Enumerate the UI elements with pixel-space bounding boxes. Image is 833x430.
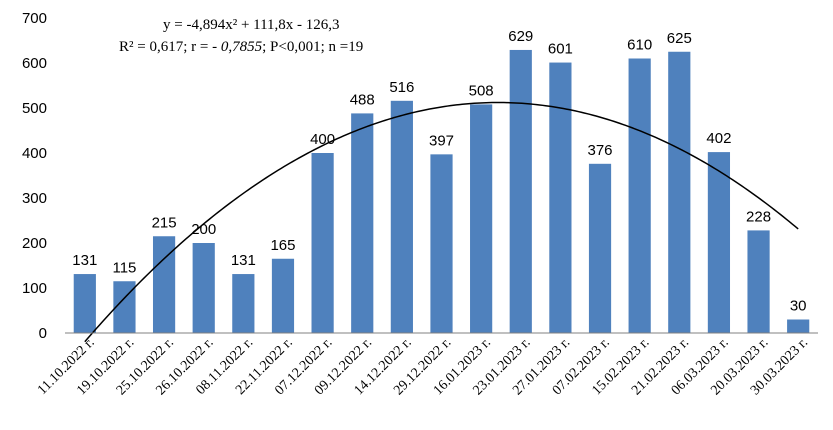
bar-25-10-2022 (152, 236, 176, 333)
bar-27-01-2023 (549, 62, 572, 334)
bar-14-12-2022 (390, 100, 413, 333)
data-label-9: 397 (429, 132, 454, 149)
bar-16-01-2023 (470, 104, 493, 334)
bars (73, 49, 810, 334)
data-label-11: 629 (508, 28, 533, 45)
data-label-12: 601 (548, 41, 573, 58)
x-axis-ticks: 11.10.2022 г.19.10.2022 г.25.10.2022 г.2… (35, 335, 811, 398)
data-label-2: 215 (152, 214, 177, 231)
bar-21-02-2023 (668, 51, 691, 333)
equation-part-2: ; P<0,001; n =19 (262, 39, 363, 55)
data-label-13: 376 (588, 142, 613, 159)
y-axis: 0 100 200 300 400 500 600 700 (22, 10, 47, 342)
equation-r-value: 0,7855 (221, 39, 263, 55)
data-label-18: 30 (790, 298, 807, 315)
data-label-0: 131 (72, 252, 97, 269)
equation-annotation: y = -4,894x² + 111,8x - 126,3 R² = 0,617… (119, 17, 363, 55)
data-label-16: 402 (706, 130, 731, 147)
y-tick-label-0: 0 (39, 325, 47, 342)
bar-19-10-2022 (113, 281, 136, 333)
bar-26-10-2022 (192, 243, 215, 333)
data-label-6: 400 (310, 131, 335, 148)
bar-07-12-2022 (311, 153, 334, 333)
data-label-7: 488 (350, 91, 375, 108)
equation-line-1: y = -4,894x² + 111,8x - 126,3 (163, 17, 340, 33)
bar-20-03-2023 (747, 230, 770, 333)
trend-line (84, 101, 799, 343)
bar-29-12-2022 (430, 154, 453, 333)
data-label-5: 165 (270, 237, 295, 254)
data-label-10: 508 (469, 82, 494, 99)
y-tick-label-2: 200 (22, 235, 47, 252)
data-label-15: 625 (667, 30, 692, 47)
bar-08-11-2022 (232, 274, 255, 333)
equation-line-2: R² = 0,617; r = - 0,7855; P<0,001; n =19 (119, 39, 363, 55)
bar-11-10-2022 (73, 274, 96, 333)
data-label-8: 516 (389, 79, 414, 96)
data-labels: 131 115 215 200 131 165 400 488 516 397 508 629 601 3… (72, 28, 806, 315)
bar-09-12-2022 (351, 113, 374, 334)
y-tick-label-5: 500 (22, 100, 47, 117)
data-label-3: 200 (191, 221, 216, 238)
bar-15-02-2023 (628, 58, 651, 333)
y-tick-label-1: 100 (22, 280, 47, 297)
bar-22-11-2022 (271, 258, 295, 333)
equation-part-1: R² = 0,617; r = - (119, 39, 221, 55)
bar-30-03-2023 (787, 319, 810, 333)
data-label-1: 115 (112, 259, 136, 276)
y-tick-label-7: 700 (22, 10, 47, 27)
y-tick-label-4: 400 (22, 145, 47, 162)
bar-06-03-2023 (707, 152, 731, 333)
data-label-14: 610 (627, 37, 652, 54)
data-label-17: 228 (746, 208, 771, 225)
bar-23-01-2023 (509, 49, 532, 333)
y-tick-label-6: 600 (22, 55, 47, 72)
bar-07-02-2023 (588, 163, 612, 333)
y-tick-label-3: 300 (22, 190, 47, 207)
data-label-4: 131 (231, 252, 256, 269)
